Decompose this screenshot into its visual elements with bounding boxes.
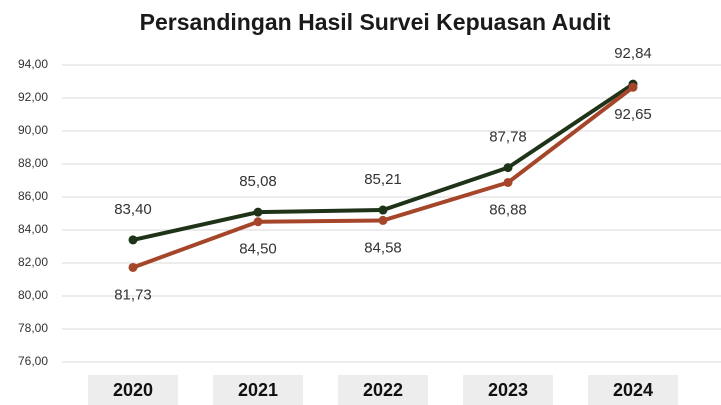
value-label: 86,88	[489, 201, 527, 218]
value-label: 85,08	[239, 173, 277, 190]
point	[628, 82, 638, 92]
y-tick-label: 88,00	[18, 156, 48, 170]
category-box	[213, 375, 303, 405]
point	[253, 217, 263, 227]
category-box	[588, 375, 678, 405]
y-tick-label: 84,00	[18, 222, 48, 236]
y-tick-label: 94,00	[18, 57, 48, 71]
x-tick-label: 2023	[488, 380, 528, 400]
value-label: 85,21	[364, 171, 402, 188]
point	[253, 207, 263, 217]
value-label: 92,65	[614, 106, 652, 123]
value-label: 92,84	[614, 45, 652, 62]
value-label: 81,73	[114, 286, 152, 303]
category-box	[463, 375, 553, 405]
y-tick-label: 76,00	[18, 354, 48, 368]
category-box	[88, 375, 178, 405]
point	[503, 163, 513, 173]
value-label: 83,40	[114, 201, 152, 218]
y-tick-label: 82,00	[18, 255, 48, 269]
point	[378, 205, 388, 215]
y-tick-label: 78,00	[18, 321, 48, 335]
category-box	[338, 375, 428, 405]
value-label: 84,50	[239, 241, 277, 258]
y-tick-label: 86,00	[18, 189, 48, 203]
point	[128, 262, 138, 272]
y-tick-label: 80,00	[18, 288, 48, 302]
point	[378, 215, 388, 225]
y-tick-label: 92,00	[18, 90, 48, 104]
x-tick-label: 2024	[613, 380, 653, 400]
x-tick-label: 2022	[363, 380, 403, 400]
point	[128, 235, 138, 245]
chart-title: Persandingan Hasil Survei Kepuasan Audit	[140, 9, 611, 35]
point	[503, 177, 513, 187]
x-tick-label: 2020	[113, 380, 153, 400]
value-label: 87,78	[489, 129, 527, 146]
y-tick-label: 90,00	[18, 123, 48, 137]
value-label: 84,58	[364, 239, 402, 256]
x-tick-label: 2021	[238, 380, 278, 400]
